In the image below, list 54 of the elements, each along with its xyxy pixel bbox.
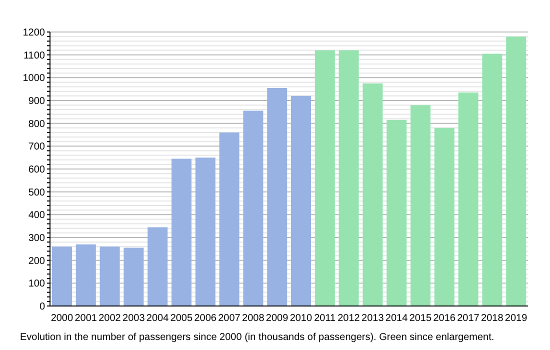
y-tick-label: 800 [28, 118, 46, 130]
x-tick-label: 2001 [74, 313, 98, 324]
bar [386, 120, 407, 306]
bar [195, 158, 216, 306]
bar [291, 96, 311, 306]
bar [506, 36, 526, 306]
y-tick-label: 600 [28, 164, 46, 176]
x-tick-label: 2016 [433, 313, 456, 324]
text: Evolution in the number of passengers since 2000 (in thousands of passengers). Green since enlargement. [20, 332, 496, 343]
x-tick-label: 2003 [122, 313, 146, 324]
x-tick-label: 2007 [218, 313, 241, 324]
bar [362, 83, 383, 306]
x-tick-label: 2012 [338, 313, 360, 324]
x-tick-label: 2013 [362, 313, 384, 324]
y-tick-label: 0 [39, 302, 46, 313]
bar [172, 158, 192, 306]
bar [124, 248, 144, 306]
y-tick-label: 1000 [22, 73, 46, 84]
bar [482, 54, 502, 306]
bar [243, 110, 264, 306]
x-tick-label: 2009 [266, 313, 289, 324]
y-tick-label: 300 [28, 233, 46, 244]
bar [458, 92, 478, 306]
x-tick-label: 2006 [194, 313, 217, 324]
x-tick-label: 2014 [385, 313, 408, 324]
x-tick-label: 2005 [170, 313, 194, 324]
x-tick-label: 2017 [457, 313, 480, 324]
y-tick-label: 1200 [22, 28, 46, 39]
y-tick-label: 400 [28, 210, 46, 222]
x-tick-label: 2015 [409, 313, 432, 324]
bar [410, 105, 430, 306]
x-tick-label: 2002 [98, 313, 122, 324]
y-tick-label: 900 [28, 96, 46, 108]
x-tick-label: 2000 [50, 313, 74, 324]
bar [76, 244, 96, 306]
y-tick-label: 100 [28, 278, 46, 290]
y-tick-label: 200 [28, 256, 46, 267]
x-tick-label: 2019 [504, 313, 528, 324]
bar [100, 246, 120, 306]
x-tick-label: 2010 [290, 313, 313, 324]
bar [434, 128, 454, 306]
bar [219, 132, 240, 306]
bar [52, 246, 72, 306]
y-tick-label: 500 [28, 187, 46, 198]
x-tick-label: 2008 [242, 313, 265, 324]
x-tick-label: 2018 [481, 313, 504, 324]
bar [314, 50, 335, 306]
bar [338, 50, 359, 306]
x-tick-label: 2004 [146, 313, 170, 324]
x-tick-label: 2011 [314, 313, 336, 324]
y-tick-label: 700 [28, 142, 46, 153]
y-tick-label: 1100 [23, 50, 46, 62]
bar [267, 88, 288, 306]
bar [148, 227, 168, 306]
